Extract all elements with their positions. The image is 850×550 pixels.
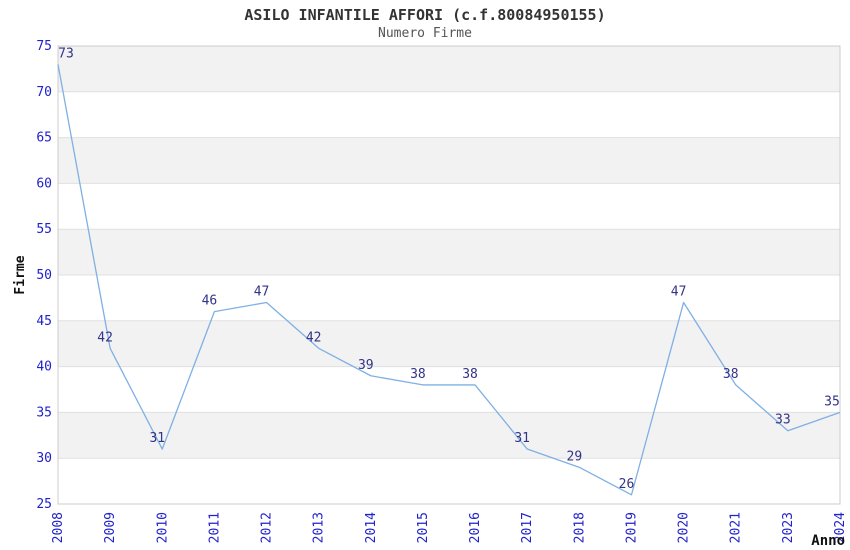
y-tick-label: 45 (36, 314, 52, 329)
x-tick-label: 2020 (677, 512, 692, 543)
y-tick-label: 70 (36, 85, 52, 100)
y-tick-label: 25 (36, 497, 52, 512)
point-label: 39 (358, 358, 374, 373)
x-tick-label: 2023 (781, 512, 796, 543)
y-tick-label: 65 (36, 131, 52, 146)
x-tick-label: 2021 (729, 512, 744, 543)
point-label: 38 (410, 367, 426, 382)
y-tick-label: 75 (36, 39, 52, 54)
x-tick-label: 2009 (103, 512, 118, 543)
band-fill (58, 320, 840, 367)
band-fill (58, 412, 840, 459)
x-tick-label: 2011 (207, 512, 222, 543)
point-label: 38 (462, 367, 478, 382)
x-tick-label: 2016 (468, 512, 483, 543)
x-tick-label: 2013 (312, 512, 327, 543)
point-label: 42 (97, 330, 113, 345)
point-label: 38 (723, 367, 739, 382)
y-tick-label: 50 (36, 268, 52, 283)
x-tick-label: 2014 (364, 512, 379, 543)
x-tick-label: 2008 (51, 512, 66, 543)
x-tick-label: 2012 (260, 512, 275, 543)
plot-border (57, 45, 841, 505)
y-tick-label: 55 (36, 222, 52, 237)
point-label: 47 (254, 284, 270, 299)
band-fill (58, 46, 840, 92)
x-tick-label: 2018 (572, 512, 587, 543)
x-tick-label: 2015 (416, 512, 431, 543)
x-axis-title: Anno (811, 533, 845, 549)
point-label: 26 (619, 477, 635, 492)
point-label: 29 (567, 449, 583, 464)
point-label: 42 (306, 330, 322, 345)
y-tick-label: 40 (36, 360, 52, 375)
band-fill (58, 229, 840, 275)
y-axis-title: Firme (13, 255, 28, 294)
y-tick-label: 30 (36, 451, 52, 466)
point-label: 47 (671, 284, 687, 299)
x-tick-label: 2010 (155, 512, 170, 543)
series-line (57, 64, 841, 496)
point-label: 33 (775, 413, 791, 428)
x-tick-label: 2024 (833, 512, 848, 543)
point-label: 35 (824, 394, 840, 409)
y-tick-label: 60 (36, 176, 52, 191)
x-tick-label: 2019 (624, 512, 639, 543)
point-label: 31 (514, 431, 530, 446)
chart-subtitle: Numero Firme (378, 26, 472, 41)
point-label: 31 (149, 431, 165, 446)
x-tick-label: 2017 (520, 512, 535, 543)
point-label: 46 (202, 294, 218, 309)
y-tick-label: 35 (36, 405, 52, 420)
point-label: 73 (58, 46, 74, 61)
band-fill (58, 137, 840, 184)
chart-title: ASILO INFANTILE AFFORI (c.f.80084950155) (244, 6, 606, 24)
